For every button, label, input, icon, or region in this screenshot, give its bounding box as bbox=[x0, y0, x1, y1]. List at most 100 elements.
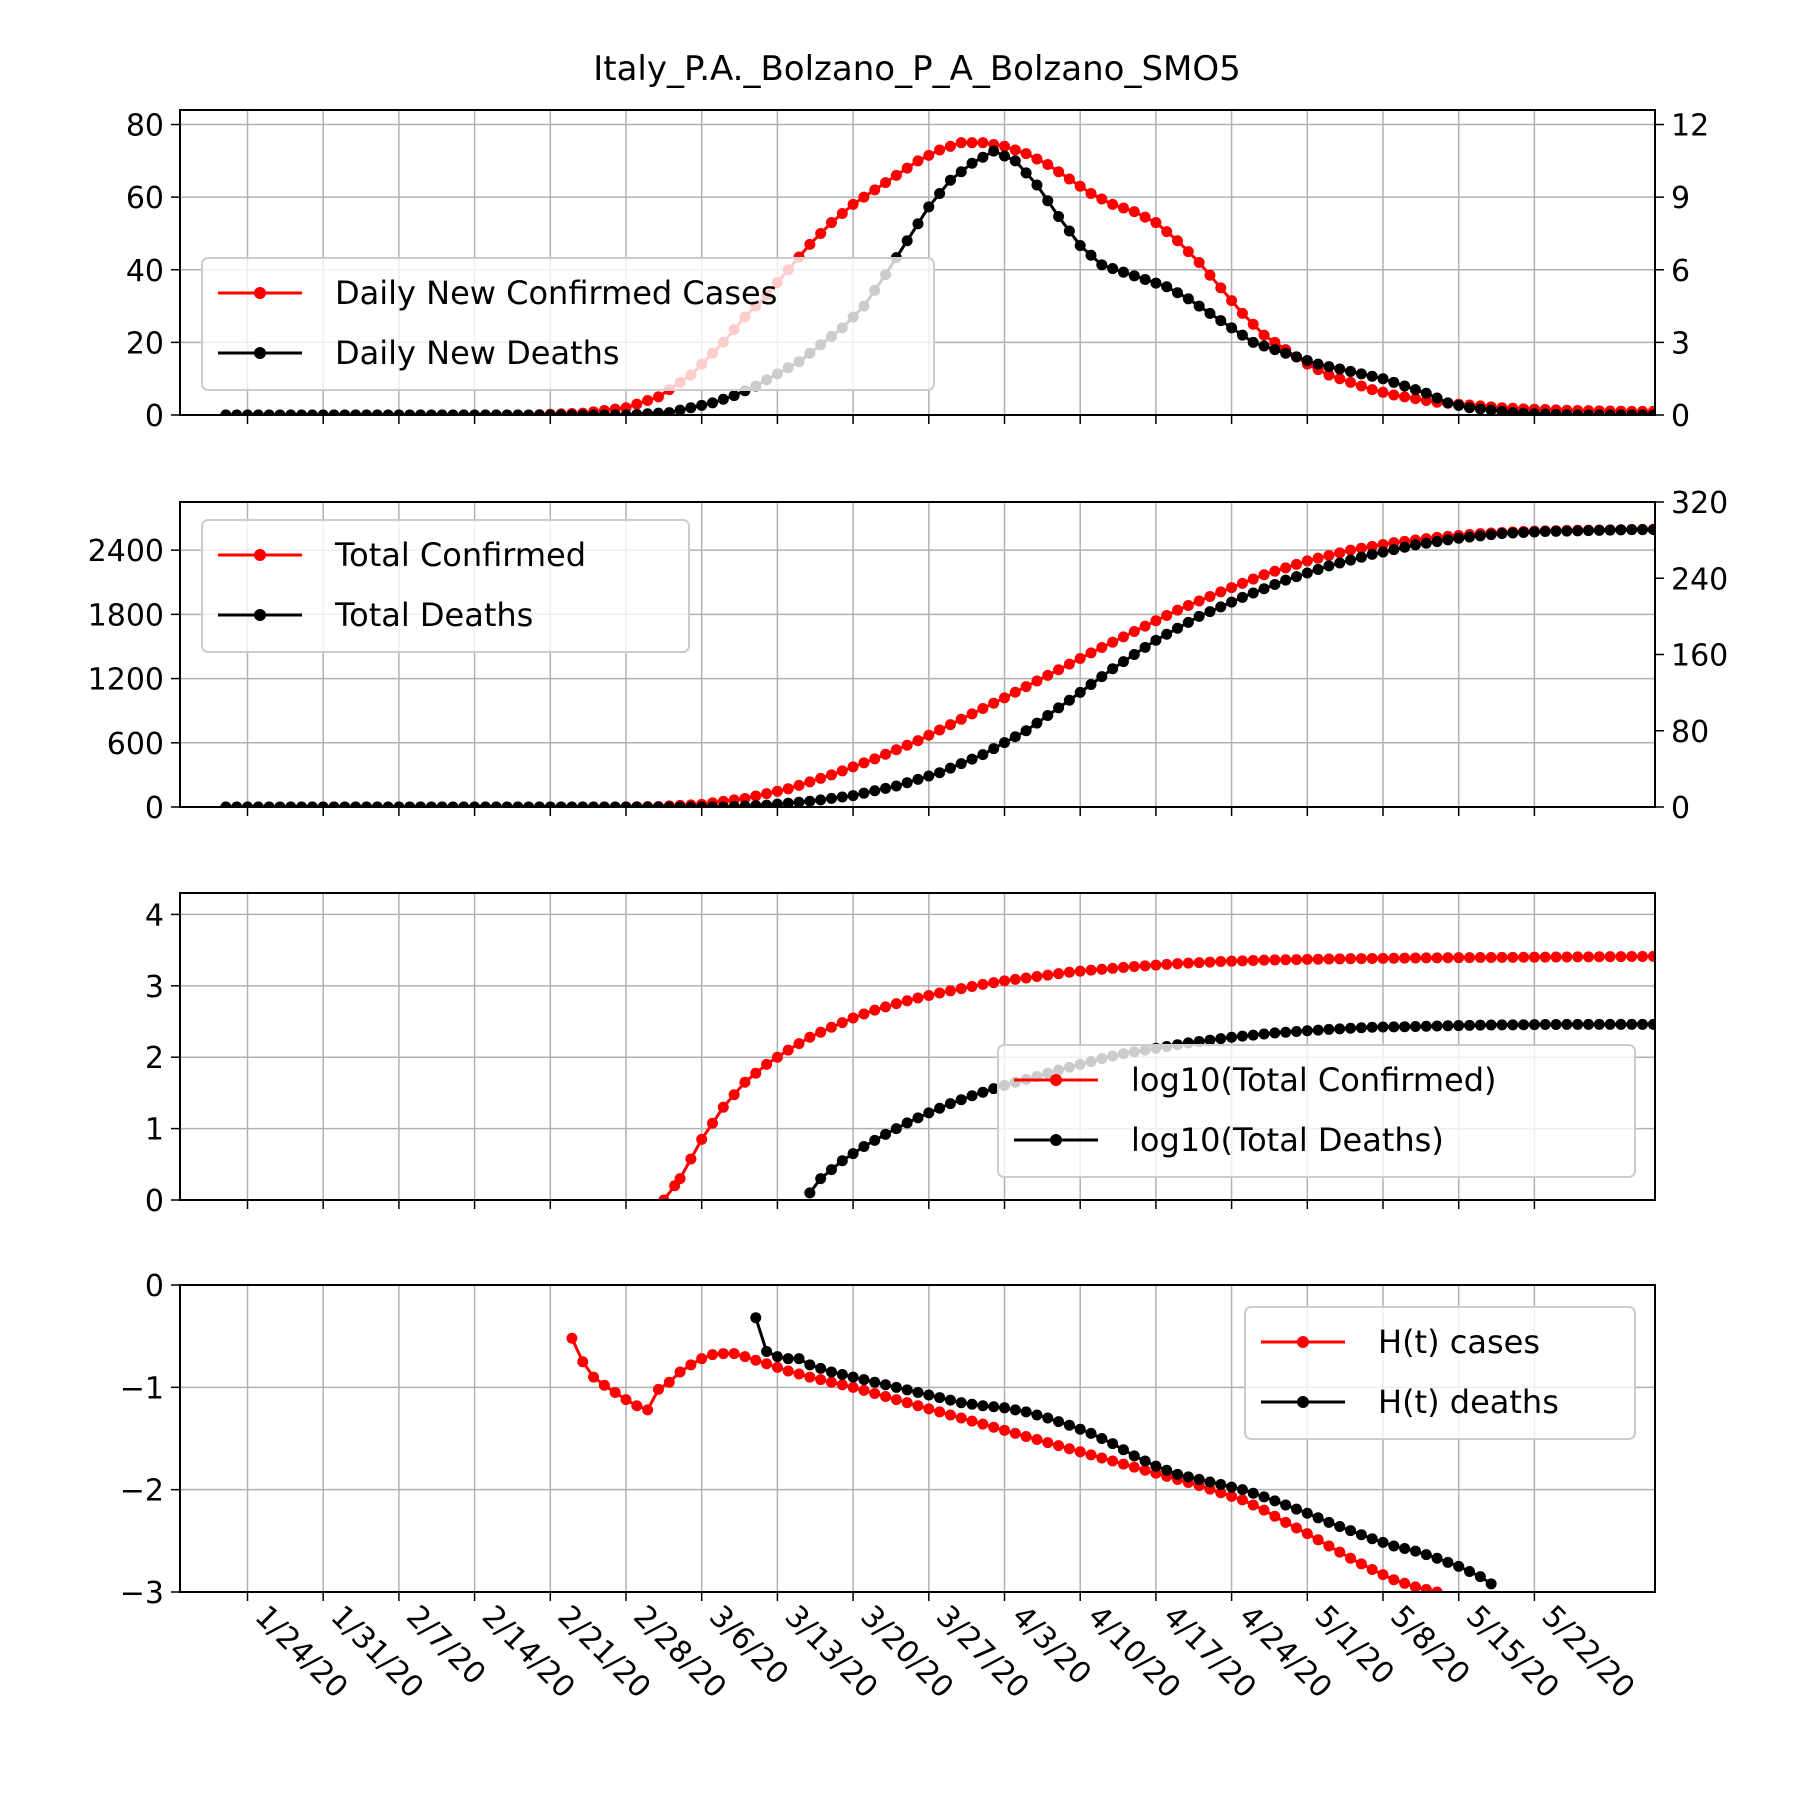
data-point bbox=[263, 801, 275, 807]
data-point bbox=[1691, 406, 1702, 417]
data-point bbox=[955, 1397, 967, 1409]
data-point bbox=[912, 1386, 924, 1398]
data-point bbox=[1713, 523, 1724, 534]
data-point bbox=[1150, 217, 1162, 229]
data-point bbox=[1117, 1458, 1129, 1470]
data-point bbox=[1139, 620, 1151, 632]
data-point bbox=[1582, 525, 1594, 537]
data-point bbox=[1420, 1020, 1432, 1032]
data-point bbox=[825, 769, 837, 781]
data-point bbox=[1323, 550, 1335, 562]
data-point bbox=[1236, 955, 1248, 967]
data-point bbox=[1355, 953, 1367, 965]
data-point bbox=[977, 703, 989, 715]
data-point bbox=[1236, 591, 1248, 603]
data-point bbox=[1031, 1409, 1043, 1421]
data-point bbox=[1042, 969, 1054, 981]
data-point bbox=[804, 1187, 816, 1199]
data-point bbox=[934, 144, 946, 156]
data-point bbox=[1485, 951, 1497, 963]
data-point bbox=[533, 409, 545, 415]
data-point bbox=[1226, 322, 1238, 334]
data-point bbox=[1528, 951, 1540, 963]
data-point bbox=[350, 409, 362, 415]
data-point bbox=[588, 801, 600, 807]
series-2 bbox=[220, 524, 1670, 807]
data-point bbox=[1442, 534, 1454, 546]
data-point bbox=[999, 150, 1010, 162]
data-point bbox=[1085, 964, 1097, 976]
data-point bbox=[447, 801, 459, 807]
data-point bbox=[1020, 1430, 1032, 1442]
data-point bbox=[685, 1153, 697, 1165]
data-point bbox=[1172, 958, 1184, 970]
data-point bbox=[1518, 527, 1530, 538]
data-point bbox=[858, 1140, 870, 1152]
data-point bbox=[793, 1038, 805, 1050]
data-point bbox=[1507, 951, 1519, 963]
panel-3: 0 1 2 3 4 log10(Total Confirmed) log10(Total D… bbox=[145, 892, 1724, 1219]
data-point bbox=[890, 1381, 902, 1393]
data-point bbox=[1020, 681, 1032, 693]
data-point bbox=[631, 408, 643, 415]
data-point bbox=[977, 1418, 989, 1430]
legend-box bbox=[997, 1044, 1636, 1178]
data-point bbox=[598, 1379, 610, 1391]
data-point bbox=[1713, 1019, 1724, 1030]
data-point bbox=[1280, 347, 1292, 359]
data-point bbox=[944, 985, 956, 997]
data-point bbox=[977, 978, 989, 990]
data-point bbox=[1150, 1460, 1162, 1472]
data-point bbox=[1637, 950, 1649, 962]
data-point bbox=[771, 1351, 783, 1363]
data-point bbox=[1734, 410, 1745, 421]
data-point bbox=[1659, 524, 1670, 535]
data-point bbox=[1269, 1027, 1281, 1039]
data-point bbox=[988, 697, 1000, 709]
data-point bbox=[804, 1031, 816, 1043]
data-point bbox=[296, 801, 308, 807]
data-point bbox=[707, 801, 719, 807]
data-point bbox=[598, 409, 610, 415]
data-point bbox=[782, 1365, 794, 1377]
data-point bbox=[1107, 636, 1119, 648]
data-point bbox=[815, 227, 827, 239]
data-point bbox=[836, 791, 848, 803]
data-point bbox=[1691, 410, 1702, 421]
data-point bbox=[1518, 407, 1530, 415]
data-point bbox=[1139, 960, 1151, 972]
data-point bbox=[1702, 523, 1713, 534]
data-point bbox=[717, 1348, 729, 1360]
data-point bbox=[1561, 1018, 1573, 1030]
data-point bbox=[566, 1332, 578, 1344]
data-point bbox=[1204, 590, 1216, 602]
data-point bbox=[1409, 1545, 1421, 1557]
data-point bbox=[771, 785, 783, 797]
data-point bbox=[1409, 539, 1421, 551]
data-point bbox=[328, 409, 340, 415]
data-point bbox=[1150, 634, 1162, 646]
data-point bbox=[1096, 671, 1108, 683]
data-point bbox=[1182, 600, 1194, 612]
data-point bbox=[1474, 530, 1486, 542]
data-point bbox=[923, 989, 935, 1001]
data-point bbox=[479, 409, 491, 415]
data-point bbox=[1031, 675, 1043, 687]
data-point bbox=[804, 776, 816, 788]
data-point bbox=[1280, 574, 1292, 586]
data-point bbox=[1496, 1019, 1508, 1031]
data-point bbox=[1366, 384, 1378, 396]
data-point bbox=[1539, 1019, 1551, 1031]
data-point bbox=[1431, 952, 1443, 964]
data-point bbox=[1485, 1019, 1497, 1031]
data-point bbox=[836, 765, 848, 777]
data-point bbox=[685, 801, 697, 807]
data-point bbox=[501, 409, 513, 415]
data-point bbox=[750, 1067, 762, 1079]
data-point bbox=[1572, 1018, 1584, 1030]
legend-marker bbox=[254, 549, 266, 561]
data-point bbox=[1312, 1534, 1324, 1546]
data-point bbox=[1669, 524, 1680, 535]
data-point bbox=[1301, 1025, 1313, 1037]
